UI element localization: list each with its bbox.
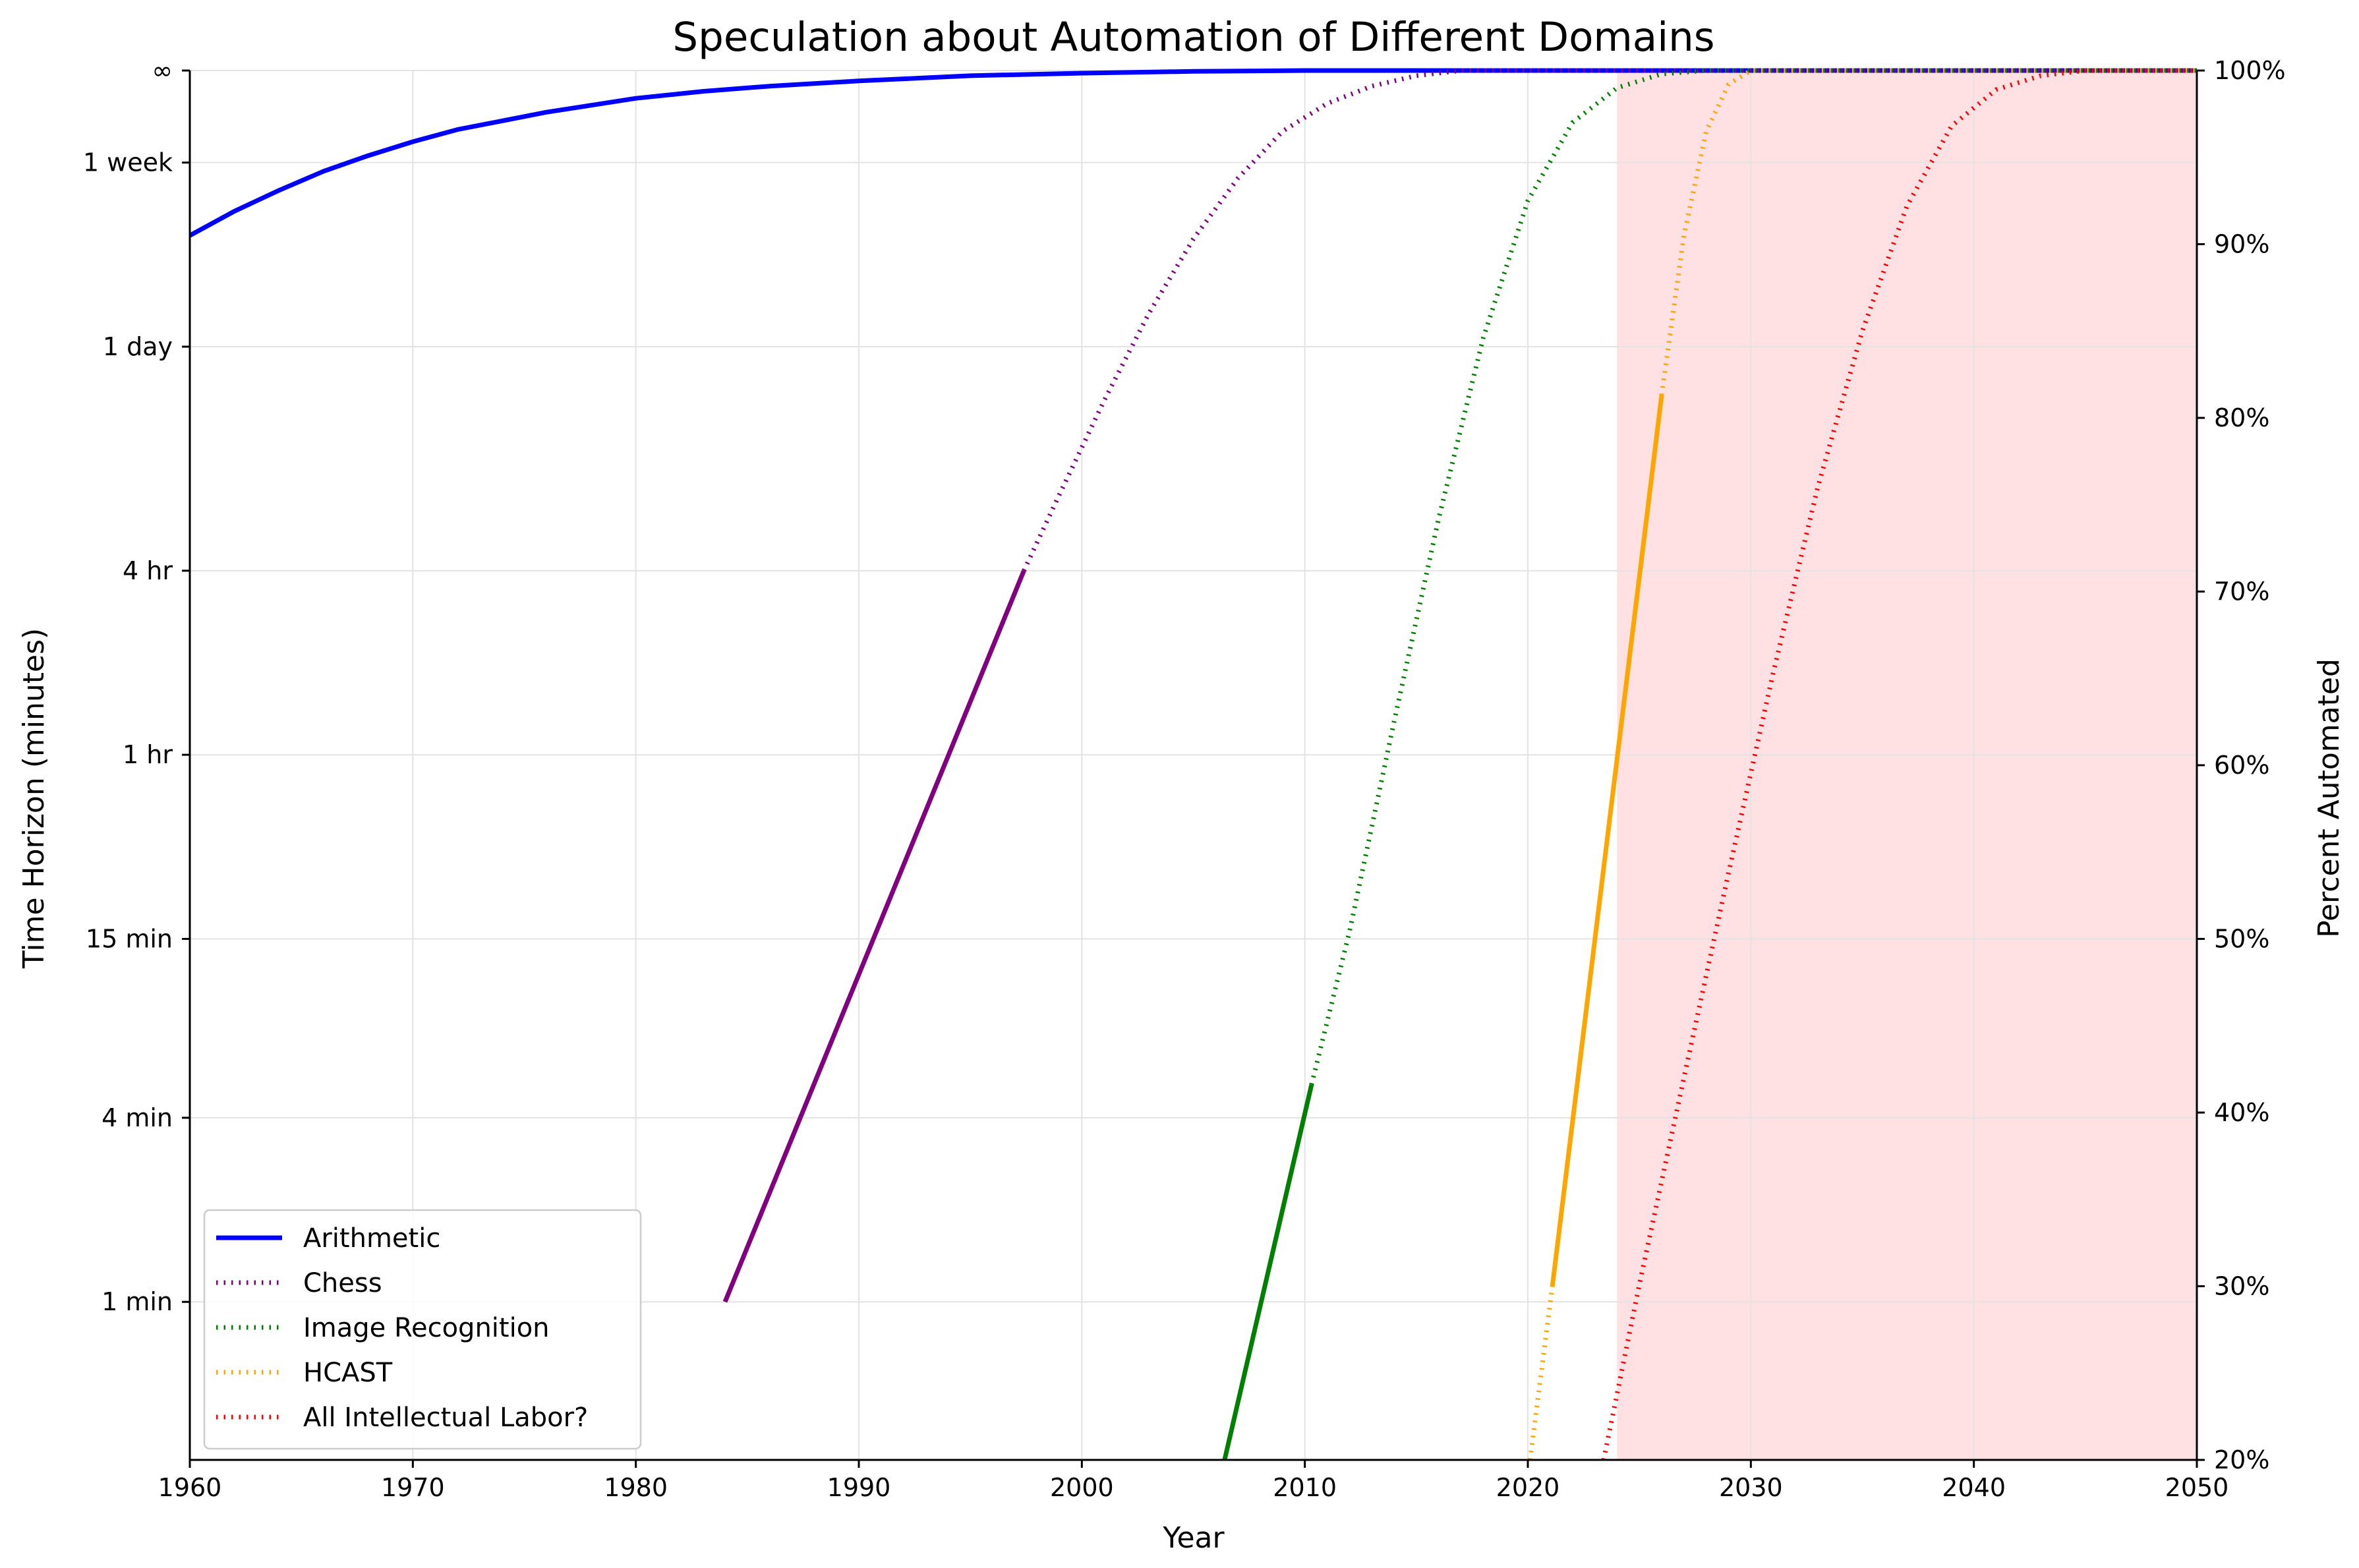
legend: Arithmetic Chess Image Recognition HCAST All… xyxy=(203,1209,642,1450)
x-tick-label: 2030 xyxy=(1719,1473,1783,1502)
series-segment-solid xyxy=(189,68,2197,238)
y-right-tick-label: 20% xyxy=(2214,1445,2269,1474)
legend-label: Image Recognition xyxy=(303,1313,550,1343)
y-left-tick-label: 1 min xyxy=(102,1287,173,1316)
tick-labels: 1960 1970 1980 1990 2000 2010 2020 2030 2040 2050… xyxy=(83,56,2286,1502)
x-tick-label: 2040 xyxy=(1942,1473,2006,1502)
series-segment-solid xyxy=(1222,1084,1314,1461)
y-right-tick-label: 90% xyxy=(2214,230,2269,259)
x-tick-label: 2020 xyxy=(1496,1473,1560,1502)
x-tick-label: 1970 xyxy=(381,1473,445,1502)
y-left-tick-label: 1 week xyxy=(83,148,173,177)
series-chess xyxy=(722,68,2197,1303)
series-segment-dotted xyxy=(1601,68,2197,1461)
y-right-tick-label: 100% xyxy=(2214,56,2286,85)
y-left-tick-label: 1 hr xyxy=(123,740,173,769)
series-segment-solid xyxy=(1550,395,1664,1287)
y-right-tick-label: 30% xyxy=(2214,1272,2269,1301)
x-tick-label: 2010 xyxy=(1273,1473,1337,1502)
chart-title: Speculation about Automation of Differen… xyxy=(672,14,1714,61)
x-tick-label: 1960 xyxy=(158,1473,222,1502)
series-segment-solid xyxy=(722,569,1026,1303)
series-segment-dotted xyxy=(1527,1286,1555,1461)
legend-label: Arithmetic xyxy=(303,1223,440,1254)
legend-label: HCAST xyxy=(303,1358,393,1388)
legend-label: Chess xyxy=(303,1268,382,1298)
y-right-tick-label: 40% xyxy=(2214,1098,2269,1127)
y-left-tick-label: 4 min xyxy=(102,1103,173,1132)
legend-frame xyxy=(203,1209,642,1450)
legend-label: All Intellectual Labor? xyxy=(303,1403,588,1433)
series-lines xyxy=(189,68,2197,1461)
x-tick-label: 2000 xyxy=(1050,1473,1114,1502)
shaded-region xyxy=(1617,71,2197,1460)
y-left-tick-label: 15 min xyxy=(86,925,173,954)
y-right-tick-label: 60% xyxy=(2214,751,2269,780)
series-image-recognition xyxy=(1222,68,2197,1461)
y-right-tick-label: 50% xyxy=(2214,925,2269,954)
x-axis-label: Year xyxy=(1162,1521,1225,1555)
series-all-intellectual-labor xyxy=(1601,68,2197,1461)
y-right-tick-label: 80% xyxy=(2214,403,2269,432)
series-arithmetic xyxy=(189,68,2197,238)
x-tick-label: 1990 xyxy=(827,1473,891,1502)
series-segment-dotted xyxy=(1309,68,2197,1086)
y-left-tick-label: 1 day xyxy=(103,332,173,361)
x-tick-label: 1980 xyxy=(604,1473,668,1502)
y-axis-label-right: Percent Automated xyxy=(2312,658,2346,938)
series-hcast xyxy=(1527,68,2197,1461)
y-axis-label-left: Time Horizon (minutes) xyxy=(17,628,51,969)
grid xyxy=(189,70,2198,1460)
y-right-tick-label: 70% xyxy=(2214,577,2269,606)
y-left-tick-label: 4 hr xyxy=(123,556,173,585)
y-left-tick-label: ∞ xyxy=(152,56,173,85)
x-tick-label: 2050 xyxy=(2165,1473,2229,1502)
